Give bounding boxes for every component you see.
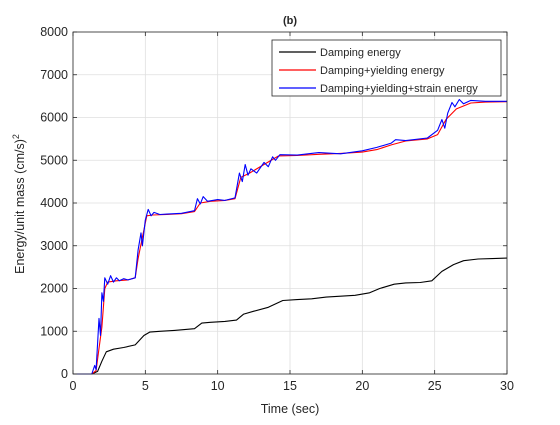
y-tick-label: 7000 xyxy=(40,68,68,82)
x-tick-label: 15 xyxy=(283,379,297,393)
tick-labels: 0 5 10 15 20 25 30 0 1000 2000 3000 4000 5000 6000 700… xyxy=(40,25,514,393)
y-tick-label: 1000 xyxy=(40,324,68,338)
x-tick-label: 0 xyxy=(70,379,77,393)
x-tick-label: 25 xyxy=(428,379,442,393)
y-tick-label: 2000 xyxy=(40,282,68,296)
y-tick-label: 4000 xyxy=(40,196,68,210)
x-tick-label: 20 xyxy=(355,379,369,393)
y-tick-label: 5000 xyxy=(40,153,68,167)
legend: Damping energy Damping+yielding energy Dam… xyxy=(271,39,502,97)
x-tick-label: 10 xyxy=(211,379,225,393)
series-layer xyxy=(73,98,508,375)
y-axis-label-superscript: 2 xyxy=(11,134,21,139)
legend-label-1: Damping energy xyxy=(320,47,401,59)
series-line-1 xyxy=(73,257,508,375)
x-tick-label: 5 xyxy=(142,379,149,393)
axis-ticks xyxy=(72,31,508,375)
y-tick-label: 6000 xyxy=(40,111,68,125)
legend-box xyxy=(271,39,502,97)
x-axis-label: Time (sec) xyxy=(261,402,320,416)
y-tick-label: 8000 xyxy=(40,25,68,39)
y-axis-label-text: Energy/unit mass (cm/s) xyxy=(13,139,27,274)
series-line-3 xyxy=(73,98,507,375)
y-tick-label: 0 xyxy=(61,367,68,381)
x-tick-label: 30 xyxy=(500,379,514,393)
legend-label-3: Damping+yielding+strain energy xyxy=(320,83,478,95)
chart-title: (b) xyxy=(283,15,297,27)
y-axis-label: Energy/unit mass (cm/s)2 xyxy=(11,134,27,274)
legend-label-2: Damping+yielding energy xyxy=(320,65,445,77)
y-tick-label: 3000 xyxy=(40,239,68,253)
